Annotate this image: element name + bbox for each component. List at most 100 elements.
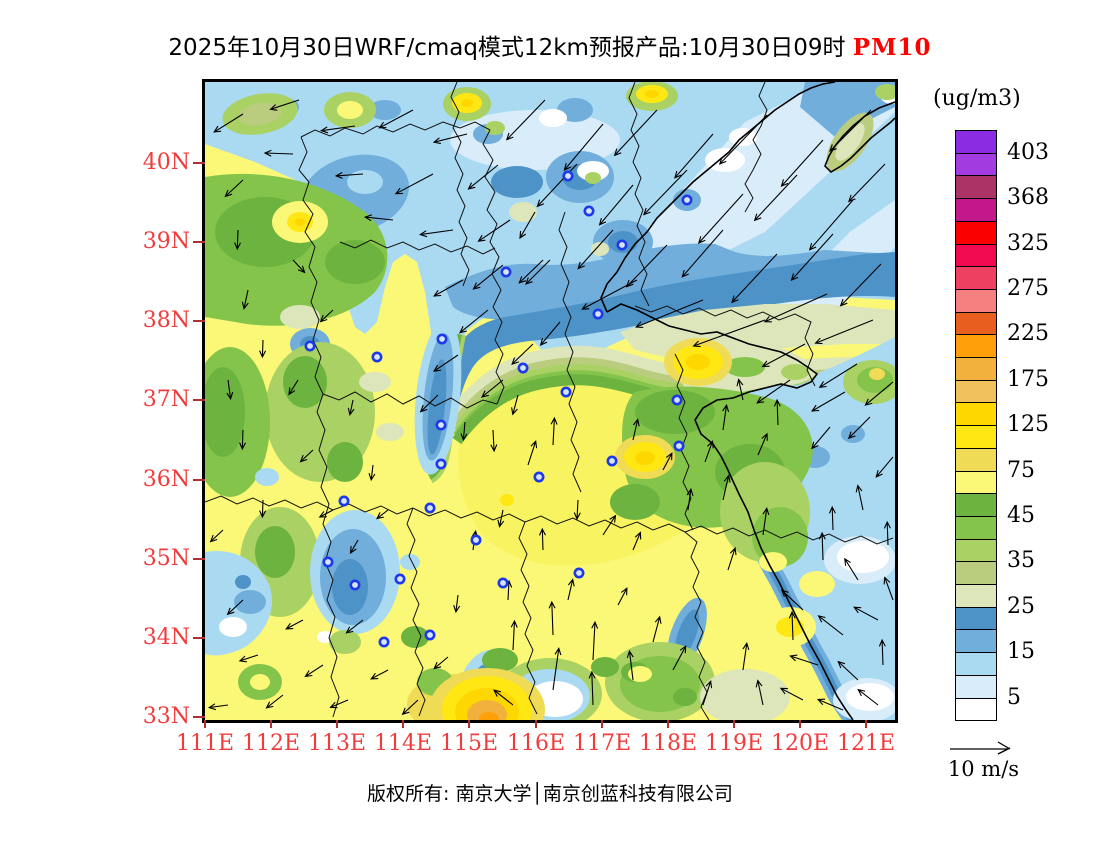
wind-vector (762, 507, 770, 536)
colorbar-block (955, 539, 997, 562)
lat-label-37N: 37N (142, 387, 190, 412)
wind-vector (828, 505, 836, 531)
wind-vector (519, 211, 536, 240)
wind-vector (419, 394, 439, 413)
city-marker-icon (435, 419, 447, 431)
lon-tick (402, 720, 404, 728)
city-marker-icon (349, 579, 361, 591)
wind-vector (588, 670, 596, 706)
city-marker-icon (671, 394, 683, 406)
colorbar-block (955, 130, 997, 154)
colorbar-block (955, 244, 997, 267)
lon-label-121E: 121E (836, 731, 896, 756)
wind-vector (497, 509, 505, 528)
lat-tick (193, 320, 205, 322)
lon-label-112E: 112E (241, 731, 301, 756)
wind-scale-arrow (950, 741, 1011, 755)
wind-vector (304, 664, 324, 678)
wind-vector (598, 184, 634, 226)
wind-vector (493, 689, 514, 706)
wind-vector (573, 499, 581, 521)
wind-vector (731, 253, 778, 304)
colorbar-label-45: 45 (1007, 503, 1035, 528)
wind-vector (808, 199, 854, 251)
colorbar-label-275: 275 (1007, 276, 1049, 301)
wind-vector (625, 244, 668, 288)
wind-vector (692, 319, 766, 348)
wind-vector (652, 615, 662, 643)
lat-tick (193, 399, 205, 401)
city-marker-icon (673, 440, 685, 452)
wind-vector (527, 439, 538, 466)
colorbar-block (955, 493, 997, 517)
wind-vector (320, 125, 356, 134)
wind-vector (550, 416, 558, 446)
wind-vector (742, 642, 750, 671)
wind-vector (347, 399, 355, 416)
wind-vector (753, 174, 798, 222)
wind-vector (581, 279, 638, 310)
colorbar-label-15: 15 (1007, 639, 1035, 664)
wind-vector (548, 600, 556, 636)
lat-label-33N: 33N (142, 704, 190, 729)
forecast-map (205, 82, 895, 720)
colorbar-block (955, 471, 997, 494)
city-marker-icon (394, 573, 406, 585)
wind-vector (810, 391, 846, 412)
wind-vector (763, 293, 828, 323)
city-marker-icon (470, 534, 482, 546)
wind-vector (539, 321, 561, 346)
wind-vector (818, 363, 858, 388)
wind-vector (718, 114, 768, 165)
city-markers (304, 170, 693, 648)
lat-tick (193, 716, 205, 718)
lon-label-118E: 118E (638, 731, 698, 756)
wind-vector (480, 379, 504, 398)
wind-vector (226, 599, 244, 616)
colorbar-block (955, 607, 997, 630)
city-marker-icon (500, 266, 512, 278)
wind-vector (839, 263, 882, 307)
wind-vector (318, 509, 334, 518)
wind-vector (259, 499, 267, 519)
lon-tick (799, 720, 801, 728)
wind-vector (780, 139, 824, 188)
lat-label-39N: 39N (142, 229, 190, 254)
wind-vector (510, 619, 518, 651)
city-marker-icon (517, 362, 529, 374)
colorbar-block (955, 289, 997, 313)
wind-vector (736, 378, 744, 401)
colorbar-label-325: 325 (1007, 231, 1049, 256)
city-marker-icon (424, 629, 436, 641)
city-marker-icon (592, 308, 604, 320)
wind-vector (345, 619, 364, 634)
city-marker-icon (560, 386, 572, 398)
wind-vector (224, 179, 244, 198)
wind-vector (241, 289, 249, 310)
wind-vector (505, 99, 546, 141)
wind-vector (518, 259, 544, 284)
wind-vector (789, 654, 819, 666)
wind-vector (263, 149, 294, 157)
wind-vector (368, 464, 376, 482)
colorbar-block (955, 334, 997, 358)
wind-vector (433, 656, 449, 670)
city-marker-icon (338, 495, 350, 507)
wind-vector (811, 426, 831, 450)
lon-tick (270, 720, 272, 728)
wind-vector (632, 418, 640, 441)
colorbar-label-368: 368 (1007, 185, 1049, 210)
wind-vector (538, 527, 546, 551)
colorbar-block (955, 425, 997, 449)
city-marker-icon (616, 239, 628, 251)
colorbar-block (955, 561, 997, 585)
lon-label-115E: 115E (439, 731, 499, 756)
wind-vector (837, 660, 859, 681)
wind-vector (757, 432, 768, 456)
colorbar-block (955, 266, 997, 290)
colorbar-label-75: 75 (1007, 458, 1035, 483)
wind-vector (857, 688, 879, 706)
city-marker-icon (606, 455, 618, 467)
city-marker-icon (436, 333, 448, 345)
colorbar-block (955, 357, 997, 381)
